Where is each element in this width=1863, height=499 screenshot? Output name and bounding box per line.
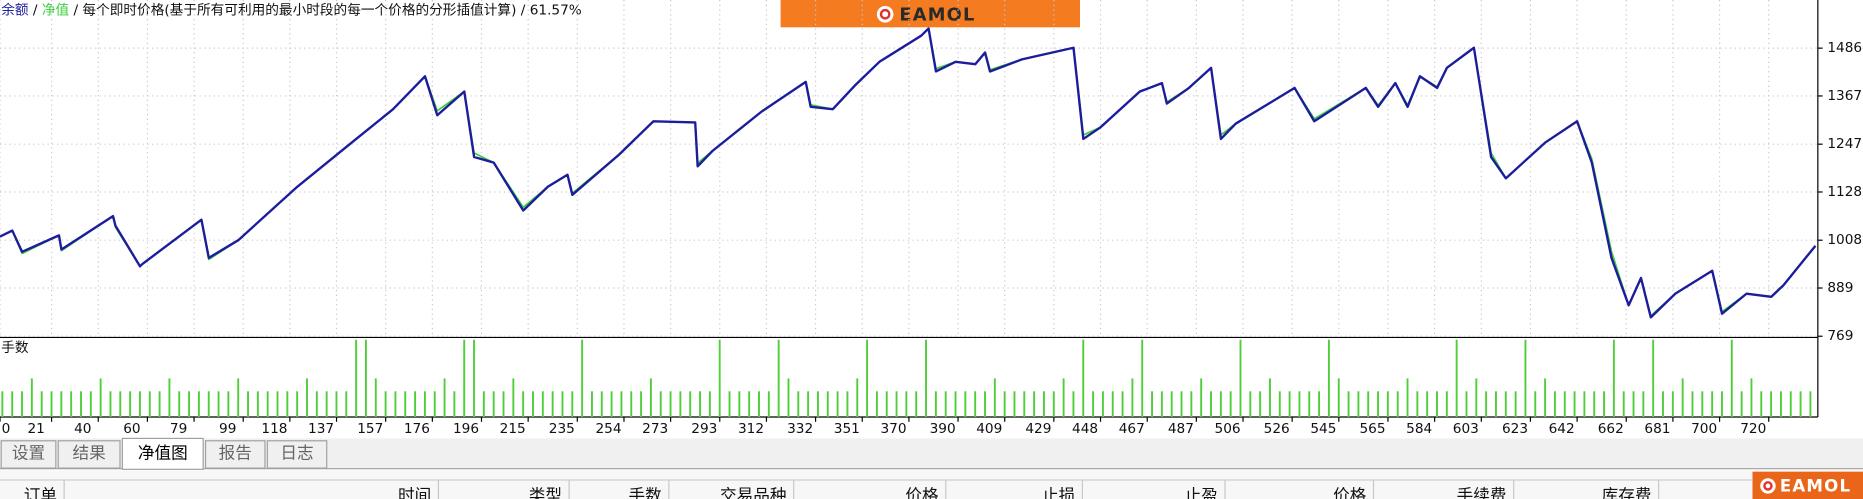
x-tick-label: 40	[74, 421, 91, 437]
x-tick-label: 293	[691, 421, 717, 437]
logo-banner	[780, 0, 1081, 28]
tab-label[interactable]: 结果	[72, 443, 106, 462]
column-header[interactable]: 止损	[1042, 486, 1076, 499]
x-tick-label: 642	[1549, 421, 1575, 437]
balance-line	[0, 27, 1817, 319]
column-header[interactable]: 库存费	[1602, 486, 1652, 499]
tab-label[interactable]: 净值图	[138, 443, 188, 462]
y-tick-label: 1247	[1827, 136, 1862, 152]
separator: /	[73, 3, 78, 19]
x-tick-label: 429	[1025, 421, 1051, 437]
x-tick-label: 720	[1740, 421, 1766, 437]
x-tick-label: 254	[595, 421, 621, 437]
x-tick-label: 235	[549, 421, 575, 437]
column-header[interactable]: 手续费	[1457, 486, 1507, 499]
x-tick-label: 370	[880, 421, 906, 437]
logo-text: EAMOL	[1780, 477, 1851, 496]
x-tick-label: 506	[1215, 421, 1241, 437]
x-tick-label: 487	[1168, 421, 1194, 437]
y-tick-label: 1486	[1827, 40, 1862, 56]
tab[interactable]: 结果	[57, 440, 121, 469]
x-tick-label: 215	[500, 421, 526, 437]
x-tick-label: 467	[1119, 421, 1145, 437]
tab[interactable]: 日志	[266, 440, 328, 469]
legend-equity: 净值	[42, 3, 70, 19]
corner-logo: EAMOL	[1752, 471, 1863, 499]
x-tick-label: 545	[1310, 421, 1336, 437]
x-tick-label: 312	[738, 421, 764, 437]
logo-icon	[1760, 478, 1776, 494]
x-tick-label: 351	[834, 421, 860, 437]
chart-header: 余额 / 净值 / 每个即时价格(基于所有可利用的最小时段的每一个价格的分形插值…	[1, 2, 582, 19]
y-tick-label: 1367	[1827, 88, 1862, 104]
tab[interactable]: 净值图	[121, 437, 204, 470]
tab-box[interactable]	[266, 440, 328, 469]
x-tick-label: 700	[1691, 421, 1717, 437]
x-tick-label: 137	[308, 421, 334, 437]
grid: 769 889 1008 1128 1247 1367 1486 0 21 40 60 79 99 118…	[0, 0, 1862, 437]
x-tick-label: 79	[170, 421, 187, 437]
x-tick-label: 332	[787, 421, 813, 437]
tab[interactable]: 设置	[0, 440, 57, 469]
chart-title: 每个即时价格(基于所有可利用的最小时段的每一个价格的分形插值计算)	[82, 2, 516, 19]
x-tick-label: 60	[123, 421, 140, 437]
logo-icon-ring	[879, 8, 891, 20]
y-tick-label: 1008	[1827, 232, 1862, 248]
x-tick-label: 196	[453, 421, 479, 437]
tab-box[interactable]	[0, 440, 57, 469]
x-tick-label: 21	[27, 421, 44, 437]
tab[interactable]: 报告	[204, 440, 266, 469]
x-tick-label: 390	[930, 421, 956, 437]
plot	[0, 27, 1817, 418]
x-tick-label: 448	[1072, 421, 1098, 437]
x-tick-label: 584	[1406, 421, 1432, 437]
logo-icon	[876, 5, 894, 23]
x-tick-label: 565	[1359, 421, 1385, 437]
logo-text: EAMOL	[899, 4, 975, 25]
x-tick-label: 176	[404, 421, 430, 437]
x-tick-label: 409	[976, 421, 1002, 437]
y-tick-label: 769	[1827, 328, 1853, 344]
x-tick-label: 623	[1502, 421, 1528, 437]
column-header[interactable]: 价格	[1333, 486, 1367, 499]
tab-label[interactable]: 设置	[12, 443, 45, 462]
column-header[interactable]: 价格	[905, 486, 939, 499]
modelling-quality: 61.57%	[530, 3, 582, 19]
tab-box[interactable]	[204, 440, 266, 469]
legend-balance: 余额	[1, 2, 29, 19]
table-header	[0, 470, 1863, 499]
tabs: 设置 结果 净值图 报告 日志	[0, 437, 328, 470]
column-header[interactable]: 止盈	[1185, 486, 1218, 499]
x-tick-label: 99	[219, 421, 236, 437]
x-tick-label: 157	[357, 421, 383, 437]
tab-label[interactable]: 日志	[280, 443, 313, 462]
tab-box[interactable]	[57, 440, 121, 469]
x-tick-label: 681	[1644, 421, 1670, 437]
x-tick-label: 526	[1264, 421, 1290, 437]
tab-label[interactable]: 报告	[219, 443, 252, 462]
y-tick-label: 1128	[1827, 184, 1862, 200]
x-tick-label: 662	[1598, 421, 1624, 437]
column-header[interactable]: 手数	[629, 486, 663, 499]
separator: /	[521, 3, 526, 19]
x-tick-label: 0	[2, 421, 11, 437]
separator: /	[33, 3, 38, 19]
tab-box[interactable]	[121, 437, 204, 470]
top-logo: EAMOL	[780, 0, 1081, 28]
column-header[interactable]: 订单	[24, 486, 57, 499]
x-tick-label: 118	[261, 421, 287, 437]
lots-pane-label: 手数	[1, 340, 29, 356]
column-header[interactable]: 类型	[529, 486, 562, 499]
column-header[interactable]: 交易品种	[720, 486, 787, 499]
logo-icon-ring	[1763, 481, 1773, 491]
table-columns: 订单 时间 类型 手数 交易品种 价格 止损 止盈 价格 手续费 库存费	[24, 479, 1660, 499]
y-tick-label: 889	[1827, 280, 1853, 296]
x-tick-label: 603	[1453, 421, 1479, 437]
column-header[interactable]: 时间	[398, 486, 431, 499]
x-tick-label: 273	[642, 421, 668, 437]
